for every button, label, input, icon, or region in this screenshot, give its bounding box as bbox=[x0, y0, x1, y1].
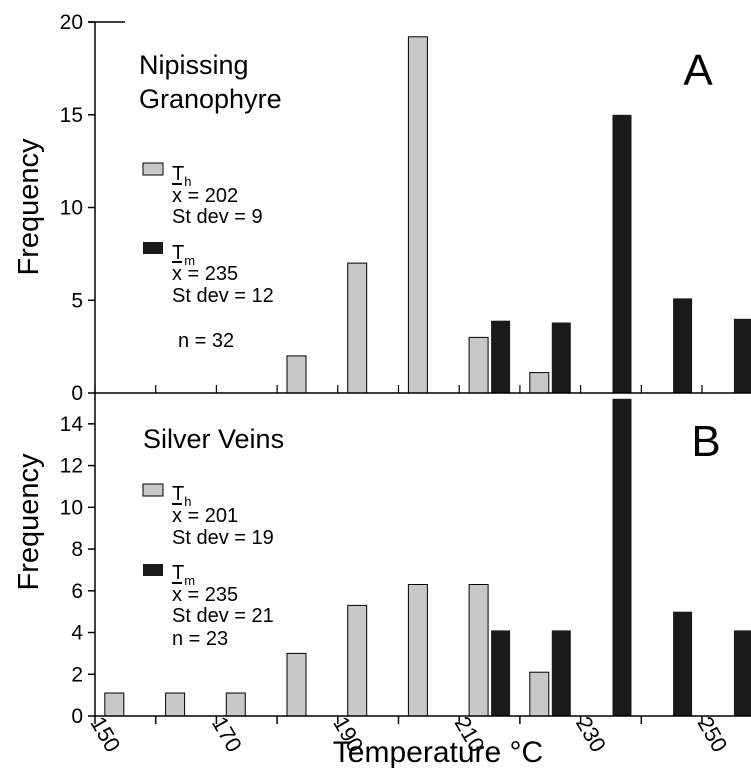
panel-a-legend-tm-mean: x = 235 bbox=[172, 263, 238, 285]
panel-a-legend-th-sd: St dev = 9 bbox=[172, 206, 263, 228]
panel-b-bar-tm-235 bbox=[612, 398, 632, 716]
panel-a-bar-tm-225 bbox=[551, 322, 571, 393]
panel-b-y-tick-label-6: 6 bbox=[71, 580, 83, 603]
panel-b-bar-tm-225 bbox=[551, 630, 571, 716]
panel-a-title-line-2: Granophyre bbox=[139, 84, 282, 114]
panel-b-letter: B bbox=[691, 417, 720, 466]
panel-b-y-tick-label-12: 12 bbox=[60, 455, 83, 478]
panel-a-title-line-1: Nipissing bbox=[139, 50, 249, 80]
panel-a-y-tick-label-5: 5 bbox=[71, 289, 83, 312]
panel-b-legend-th-swatch bbox=[142, 483, 164, 497]
panel-b-bar-tm-215 bbox=[491, 630, 511, 716]
panel-a-bar-th-185 bbox=[286, 355, 307, 394]
panel-b-y-axis: 0 2 4 6 8 10 12 14 bbox=[60, 413, 95, 728]
panel-b-legend-tm-sd: St dev = 21 bbox=[172, 605, 274, 627]
x-tick-label-170: 170 bbox=[207, 712, 247, 756]
panel-b-bar-tm-255 bbox=[733, 630, 751, 716]
panel-a-y-tick-label-0: 0 bbox=[71, 382, 83, 405]
panel-a-bar-th-205 bbox=[407, 36, 428, 394]
panel-a-bar-tm-235 bbox=[612, 114, 632, 394]
panel-a-legend-tm-swatch bbox=[143, 242, 163, 254]
panel-a-bar-th-195 bbox=[347, 262, 368, 394]
panel-b-y-tick-label-4: 4 bbox=[71, 622, 83, 645]
panel-b-bar-th-195 bbox=[347, 604, 368, 717]
panel-b-legend-th-mean: x = 201 bbox=[172, 505, 238, 527]
panel-b-bar-th-225 bbox=[529, 671, 550, 717]
panel-b-title: Silver Veins bbox=[143, 424, 284, 454]
panel-a-legend-th-swatch bbox=[142, 162, 164, 176]
x-axis-label: Temperature °C bbox=[333, 736, 543, 769]
panel-a-legend-th-label: Th bbox=[172, 163, 191, 189]
panel-a-y-tick-label-15: 15 bbox=[60, 104, 83, 127]
panel-a-letter: A bbox=[683, 46, 713, 95]
panel-a-bars bbox=[286, 36, 751, 394]
panel-b-legend-n: n = 23 bbox=[172, 628, 228, 650]
panel-a-bar-th-225 bbox=[529, 372, 550, 394]
panel-a-bar-tm-215 bbox=[491, 320, 511, 393]
panel-b-legend-tm-swatch bbox=[143, 564, 163, 576]
panel-b-y-tick-label-2: 2 bbox=[71, 663, 83, 686]
panel-b-y-tick-label-8: 8 bbox=[71, 538, 83, 561]
panel-b-bar-tm-245 bbox=[673, 611, 693, 716]
panel-b-bars bbox=[104, 398, 751, 717]
panel-a-bar-tm-255 bbox=[733, 318, 751, 393]
panel-b-bar-th-205 bbox=[407, 584, 428, 717]
panel-a-legend-tm-sd: St dev = 12 bbox=[172, 285, 274, 307]
panel-a-y-tick-label-10: 10 bbox=[60, 197, 83, 220]
panel-a-legend: Th x = 202 St dev = 9 Tm x = 235 St dev … bbox=[142, 162, 274, 352]
panel-a-bar-th-215 bbox=[468, 336, 489, 394]
panel-a-legend-th-mean: x = 202 bbox=[172, 185, 238, 207]
panel-b-legend: Th x = 201 St dev = 19 Tm x = 235 St dev… bbox=[142, 483, 274, 650]
panel-b-y-tick-label-14: 14 bbox=[60, 413, 84, 436]
panel-a-legend-n: n = 32 bbox=[178, 330, 234, 352]
panel-b-legend-th-label: Th bbox=[172, 483, 191, 509]
panel-a-y-tick-label-20: 20 bbox=[60, 11, 83, 34]
panel-b-legend-tm-label: Tm bbox=[172, 562, 195, 588]
panel-a-legend-tm-label: Tm bbox=[172, 242, 195, 268]
panel-b-legend-th-sd: St dev = 19 bbox=[172, 527, 274, 549]
panel-a-bar-tm-245 bbox=[673, 298, 693, 393]
panel-b-bar-th-165 bbox=[165, 692, 186, 717]
panel-a-y-axis-label: Frequency bbox=[13, 138, 45, 276]
x-tick-label-230: 230 bbox=[571, 712, 611, 756]
x-tick-label-150: 150 bbox=[85, 712, 125, 756]
panel-b-y-tick-label-0: 0 bbox=[71, 705, 83, 728]
panel-b-legend-tm-mean: x = 235 bbox=[172, 584, 238, 606]
panel-a-title: Nipissing Granophyre bbox=[139, 50, 282, 114]
panel-b-bar-th-215 bbox=[468, 584, 489, 717]
panel-b-bar-th-185 bbox=[286, 652, 307, 717]
x-tick-label-250: 250 bbox=[692, 712, 732, 756]
panel-b-y-tick-label-10: 10 bbox=[60, 496, 83, 519]
panel-b-y-axis-label: Frequency bbox=[13, 453, 45, 591]
